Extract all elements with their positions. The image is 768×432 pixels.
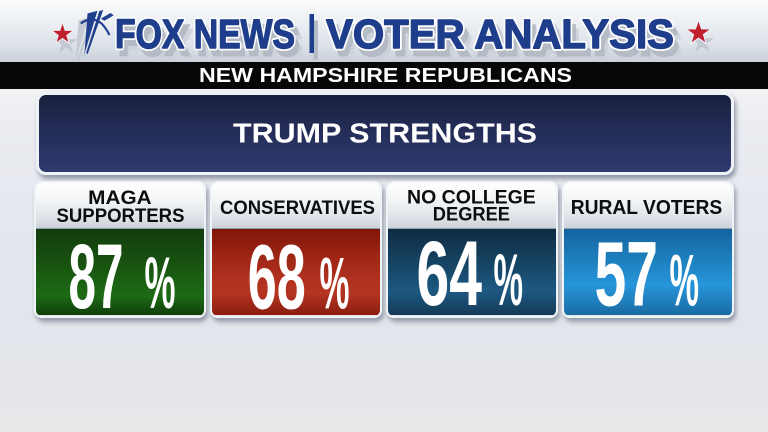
svg-text:FOX NEWS: FOX NEWS	[122, 22, 302, 68]
svg-text:NO COLLEGE: NO COLLEGE	[407, 188, 536, 209]
svg-text:%: %	[494, 240, 524, 321]
svg-text:VOTER ANALYSIS: VOTER ANALYSIS	[333, 22, 681, 68]
svg-text:TRUMP STRENGTHS: TRUMP STRENGTHS	[233, 118, 537, 149]
svg-text:%: %	[145, 243, 176, 324]
svg-text:64: 64	[417, 223, 483, 325]
svg-text:FOX NEWS: FOX NEWS	[115, 11, 295, 57]
svg-text:VOTER ANALYSIS: VOTER ANALYSIS	[326, 11, 674, 57]
svg-text:87: 87	[69, 226, 124, 328]
svg-text:NEW HAMPSHIRE REPUBLICANS: NEW HAMPSHIRE REPUBLICANS	[199, 64, 572, 87]
svg-text:57: 57	[595, 224, 659, 326]
svg-text:CONSERVATIVES: CONSERVATIVES	[220, 198, 375, 219]
svg-text:FOX NEWS: FOX NEWS	[119, 18, 299, 64]
svg-text:VOTER ANALYSIS: VOTER ANALYSIS	[330, 18, 678, 64]
svg-text:MAGA: MAGA	[88, 188, 152, 209]
svg-text:SUPPORTERS: SUPPORTERS	[57, 206, 185, 227]
svg-text:%: %	[670, 241, 700, 322]
svg-text:FOX NEWS: FOX NEWS	[115, 11, 295, 57]
svg-text:68: 68	[248, 227, 306, 329]
svg-text:RURAL VOTERS: RURAL VOTERS	[571, 196, 723, 219]
svg-text:%: %	[320, 244, 350, 325]
svg-text:DEGREE: DEGREE	[433, 204, 510, 225]
svg-text:VOTER ANALYSIS: VOTER ANALYSIS	[326, 11, 674, 57]
